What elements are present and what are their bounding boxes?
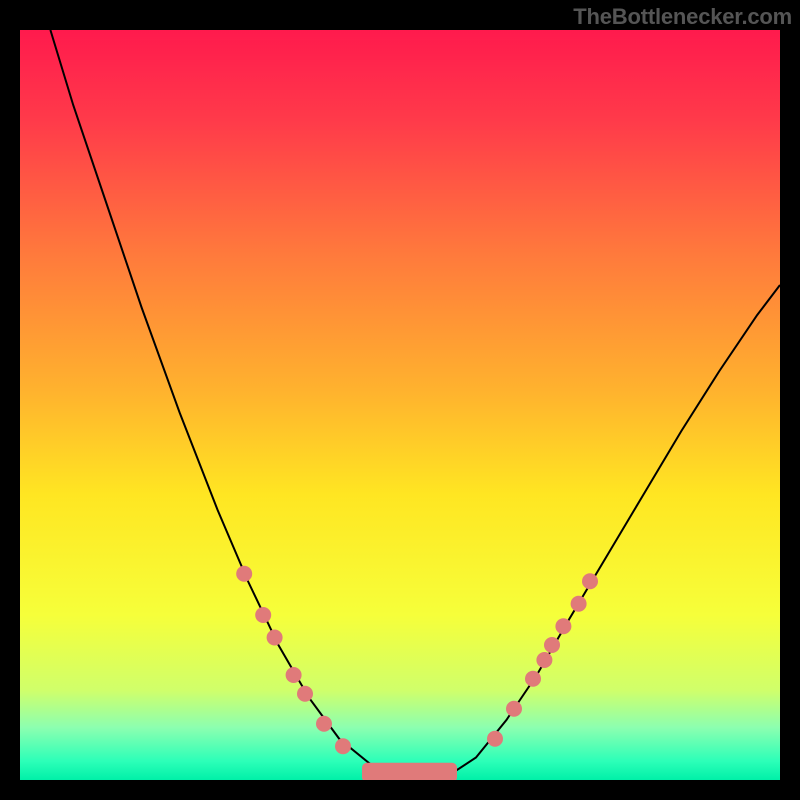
watermark-text: TheBottlenecker.com xyxy=(573,4,792,30)
chart-svg xyxy=(20,30,780,780)
chart-frame: TheBottlenecker.com xyxy=(0,0,800,800)
chart-background xyxy=(20,30,780,780)
chart-plot-area xyxy=(20,30,780,780)
